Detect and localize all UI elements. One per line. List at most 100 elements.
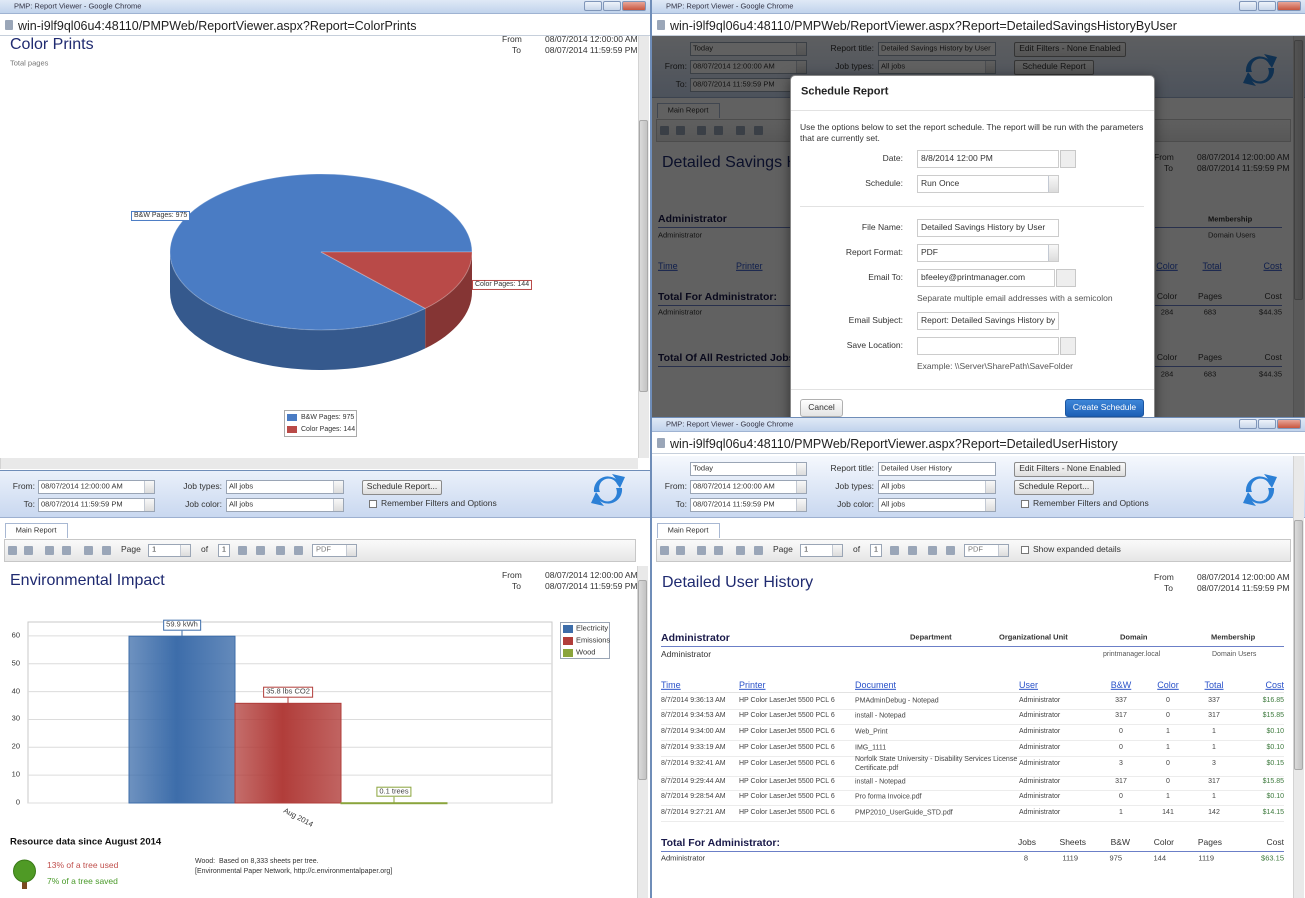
- form-field[interactable]: [917, 269, 1055, 287]
- close-button[interactable]: [1277, 419, 1301, 429]
- toolbar-icon[interactable]: [676, 546, 685, 555]
- job-types[interactable]: All jobs: [229, 481, 254, 491]
- toolbar-icon[interactable]: [660, 546, 669, 555]
- create-schedule-button[interactable]: [1065, 399, 1144, 417]
- to-field[interactable]: [38, 498, 155, 512]
- cancel-button[interactable]: [800, 399, 843, 417]
- date-range[interactable]: Today: [693, 463, 714, 473]
- value[interactable]: 8/8/2014 12:00 PM: [921, 153, 993, 164]
- date-range-field[interactable]: [690, 462, 807, 476]
- maximize-button[interactable]: [1258, 419, 1276, 429]
- tab[interactable]: Main Report: [15, 525, 57, 535]
- job-types[interactable]: All jobs: [881, 481, 906, 491]
- form-field[interactable]: [917, 337, 1059, 355]
- toolbar-icon[interactable]: [754, 546, 763, 555]
- url[interactable]: win-i9lf9ql06u4:48110/PMPWeb/ReportViewe…: [670, 436, 1118, 451]
- toolbar-icon[interactable]: [45, 546, 54, 555]
- report-title[interactable]: Detailed User History: [881, 463, 952, 473]
- main-report-tab[interactable]: [657, 523, 720, 538]
- page-select[interactable]: [800, 544, 843, 557]
- job-color-field[interactable]: [878, 498, 996, 512]
- toolbar-icon[interactable]: [8, 546, 17, 555]
- from-field[interactable]: [690, 480, 807, 494]
- toolbar-icon[interactable]: [736, 546, 745, 555]
- form-field[interactable]: [917, 244, 1059, 262]
- to[interactable]: 08/07/2014 11:59:59 PM: [693, 499, 775, 509]
- minimize-button[interactable]: [1239, 1, 1257, 11]
- toolbar-icon[interactable]: [928, 546, 937, 555]
- value[interactable]: Detailed Savings History by User: [921, 222, 1046, 233]
- toolbar-icon[interactable]: [294, 546, 303, 555]
- maximize-button[interactable]: [1258, 1, 1276, 11]
- report-title-field[interactable]: [878, 462, 996, 476]
- from-field[interactable]: [38, 480, 155, 494]
- job-color[interactable]: All jobs: [881, 499, 906, 509]
- edit-filters[interactable]: Edit Filters - None Enabled: [1019, 463, 1121, 474]
- toolbar-icon[interactable]: [946, 546, 955, 555]
- columns[interactable]: B&W: [1110, 679, 1132, 690]
- minimize-button[interactable]: [1239, 419, 1257, 429]
- to[interactable]: 08/07/2014 11:59:59 PM: [41, 499, 123, 509]
- page-select[interactable]: [148, 544, 191, 557]
- format-select[interactable]: [964, 544, 1009, 557]
- scrollbar-thumb[interactable]: [1294, 520, 1303, 770]
- tab[interactable]: Main Report: [667, 525, 709, 535]
- job-color-field[interactable]: [226, 498, 344, 512]
- columns[interactable]: Printer: [739, 679, 766, 690]
- from[interactable]: 08/07/2014 12:00:00 AM: [41, 481, 123, 491]
- from[interactable]: 08/07/2014 12:00:00 AM: [693, 481, 775, 491]
- format-select[interactable]: [312, 544, 357, 557]
- form-field[interactable]: [917, 219, 1059, 237]
- toolbar-icon[interactable]: [84, 546, 93, 555]
- value[interactable]: PDF: [921, 247, 938, 258]
- calendar-button[interactable]: [1060, 150, 1076, 168]
- checkbox-addon[interactable]: [1056, 269, 1076, 287]
- toolbar-icon[interactable]: [276, 546, 285, 555]
- schedule-report-button[interactable]: [1014, 480, 1094, 495]
- expanded-checkbox[interactable]: [1021, 546, 1029, 554]
- edit-filters-button[interactable]: [1014, 462, 1126, 477]
- columns[interactable]: Document: [855, 679, 897, 690]
- form-field[interactable]: [917, 312, 1059, 330]
- value[interactable]: bfeeley@printmanager.com: [921, 272, 1026, 283]
- maximize-button[interactable]: [603, 1, 621, 11]
- to-field[interactable]: [690, 498, 807, 512]
- schedule[interactable]: Schedule Report...: [366, 481, 438, 492]
- toolbar-icon[interactable]: [714, 546, 723, 555]
- columns[interactable]: Color: [1157, 679, 1179, 690]
- toolbar-icon[interactable]: [697, 546, 706, 555]
- cancel[interactable]: Cancel: [808, 402, 835, 413]
- toolbar-icon[interactable]: [890, 546, 899, 555]
- columns[interactable]: User: [1019, 679, 1039, 690]
- toolbar-icon[interactable]: [102, 546, 111, 555]
- toolbar-icon[interactable]: [256, 546, 265, 555]
- close-button[interactable]: [1277, 1, 1301, 11]
- form-field[interactable]: [917, 175, 1059, 193]
- value[interactable]: Run Once: [921, 178, 960, 189]
- create[interactable]: Create Schedule: [1072, 402, 1137, 413]
- job-types-field[interactable]: [878, 480, 996, 494]
- remember-checkbox[interactable]: [369, 500, 377, 508]
- scrollbar-thumb[interactable]: [638, 580, 647, 780]
- job-color[interactable]: All jobs: [229, 499, 254, 509]
- value[interactable]: Report: Detailed Savings History by: [921, 315, 1056, 326]
- scrollbar-thumb[interactable]: [639, 120, 648, 392]
- columns[interactable]: Cost: [1265, 679, 1284, 690]
- schedule-report-button[interactable]: [362, 480, 442, 495]
- toolbar-icon[interactable]: [908, 546, 917, 555]
- toolbar-icon[interactable]: [24, 546, 33, 555]
- form-field[interactable]: [917, 150, 1059, 168]
- toolbar-icon[interactable]: [238, 546, 247, 555]
- schedule[interactable]: Schedule Report...: [1018, 481, 1090, 492]
- minimize-button[interactable]: [584, 1, 602, 11]
- columns[interactable]: Total: [1204, 679, 1224, 690]
- url[interactable]: win-i9lf9ql06u4:48110/PMPWeb/ReportViewe…: [670, 18, 1177, 33]
- main-report-tab[interactable]: [5, 523, 68, 538]
- job-types-field[interactable]: [226, 480, 344, 494]
- checkbox-addon[interactable]: [1060, 337, 1076, 355]
- toolbar-icon[interactable]: [62, 546, 71, 555]
- close-button[interactable]: [622, 1, 646, 11]
- remember-checkbox[interactable]: [1021, 500, 1029, 508]
- columns[interactable]: Time: [661, 679, 681, 690]
- url[interactable]: win-i9lf9ql06u4:48110/PMPWeb/ReportViewe…: [18, 18, 417, 33]
